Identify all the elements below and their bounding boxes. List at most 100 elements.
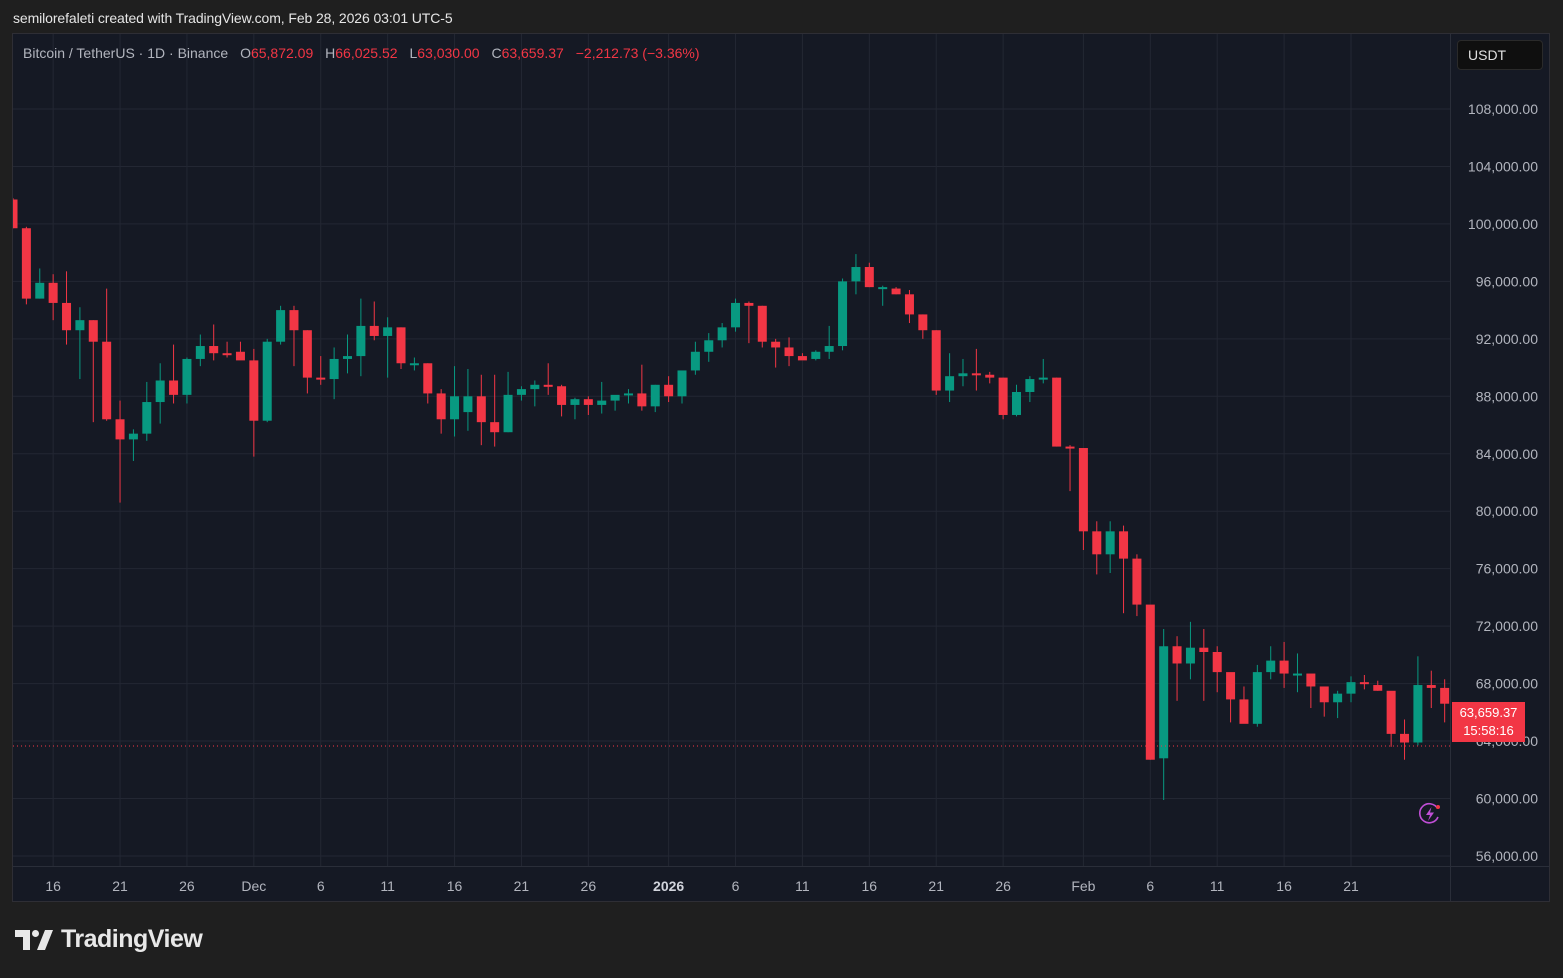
time-axis-label: 21 (1343, 878, 1359, 894)
time-axis-label: 16 (862, 878, 878, 894)
change-value: −2,212.73 (−3.36%) (575, 45, 700, 61)
candle-body (530, 384, 540, 390)
candle-body (1078, 448, 1088, 532)
candle-body (637, 393, 647, 407)
candle-body (1132, 558, 1142, 605)
candle-body (490, 422, 500, 433)
symbol-legend: Bitcoin / TetherUS · 1D · Binance O65,87… (23, 45, 700, 61)
candle-body (1065, 446, 1075, 449)
last-price-value: 63,659.37 (1459, 705, 1518, 720)
tradingview-logo[interactable]: TradingView (15, 925, 203, 954)
candle-body (610, 394, 620, 401)
time-axis-label: 6 (317, 878, 325, 894)
chart-caption: semilorefaleti created with TradingView.… (13, 10, 453, 26)
open-key: O (240, 45, 251, 61)
candle-body (1279, 660, 1289, 674)
candle-body (570, 399, 580, 405)
candle-body (1346, 682, 1356, 694)
currency-unit-button[interactable]: USDT (1457, 40, 1543, 70)
candle-body (891, 288, 901, 295)
candle-body (316, 377, 326, 380)
candle-body (276, 310, 286, 342)
candle-body (744, 302, 754, 306)
chart-pane[interactable]: Bitcoin / TetherUS · 1D · Binance O65,87… (12, 33, 1550, 902)
price-axis-label: 68,000.00 (1476, 676, 1538, 692)
candle-body (543, 384, 553, 387)
candle-body (1239, 699, 1249, 724)
candle-body (1306, 673, 1316, 687)
time-axis-label: 16 (45, 878, 61, 894)
price-axis-label: 96,000.00 (1476, 273, 1538, 289)
candle-body (1400, 733, 1410, 743)
time-axis-label: 11 (795, 878, 810, 894)
candle-body (985, 374, 995, 378)
candle-body (169, 380, 179, 395)
candle-body (945, 376, 955, 391)
candle-body (918, 314, 928, 331)
candle-body (75, 320, 85, 331)
candle-body (222, 353, 232, 356)
candle-body (1052, 377, 1062, 447)
candle-body (998, 377, 1008, 415)
candle-body (343, 356, 352, 359)
candle-body (115, 419, 125, 440)
price-axis-label: 60,000.00 (1476, 791, 1538, 807)
candle-body (1292, 673, 1302, 676)
candle-body (21, 228, 31, 299)
price-axis-label: 92,000.00 (1476, 331, 1538, 347)
candle-body (784, 347, 794, 357)
candle-body (48, 282, 58, 303)
low-key: L (409, 45, 418, 61)
tradingview-logo-icon (15, 929, 53, 950)
candle-body (958, 373, 968, 377)
symbol-name[interactable]: Bitcoin / TetherUS · 1D · Binance (23, 45, 229, 61)
price-axis-label: 84,000.00 (1476, 446, 1538, 462)
candle-body (409, 363, 419, 366)
candle-body (731, 302, 741, 328)
close-key: C (491, 45, 502, 61)
candle-body (289, 310, 299, 331)
candle-body (1426, 685, 1436, 688)
close-value: 63,659.37 (501, 45, 564, 61)
candle-body (864, 267, 874, 288)
candle-body (771, 341, 781, 348)
candle-body (329, 358, 339, 380)
candle-body (182, 358, 192, 395)
candle-body (302, 330, 312, 378)
last-price-label: 63,659.37 15:58:16 (1452, 702, 1525, 742)
price-axis-label: 100,000.00 (1468, 216, 1538, 232)
candle-body (209, 346, 219, 354)
candle-body (356, 325, 366, 357)
price-axis-label: 88,000.00 (1476, 388, 1538, 404)
candle-body (797, 356, 807, 361)
price-axis-label: 76,000.00 (1476, 561, 1538, 577)
candle-body (650, 384, 660, 407)
time-axis-label: Dec (241, 878, 266, 894)
candle-body (1199, 647, 1209, 652)
low-value: 63,030.00 (417, 45, 480, 61)
candle-body (1319, 686, 1329, 703)
open-value: 65,872.09 (250, 45, 314, 61)
candle-body (717, 327, 727, 341)
candle-body (1172, 646, 1182, 664)
candle-body (704, 340, 714, 352)
candle-body (1145, 604, 1155, 760)
brand-name: TradingView (61, 925, 203, 953)
candle-body (1333, 693, 1343, 703)
candle-body (904, 294, 914, 315)
candle-body (102, 341, 112, 420)
time-axis-label: 26 (179, 878, 195, 894)
candle-body (436, 393, 446, 420)
candle-body (664, 384, 674, 397)
price-axis-label: 56,000.00 (1476, 848, 1538, 864)
candle-body (423, 363, 433, 394)
candle-body (824, 346, 834, 352)
candle-body (1159, 646, 1169, 759)
candle-body (1025, 379, 1035, 392)
candle-body (262, 341, 272, 421)
candle-body (88, 320, 98, 342)
lightning-icon[interactable] (1418, 802, 1442, 826)
time-axis-label: 11 (380, 878, 395, 894)
candle-body (1413, 685, 1423, 743)
